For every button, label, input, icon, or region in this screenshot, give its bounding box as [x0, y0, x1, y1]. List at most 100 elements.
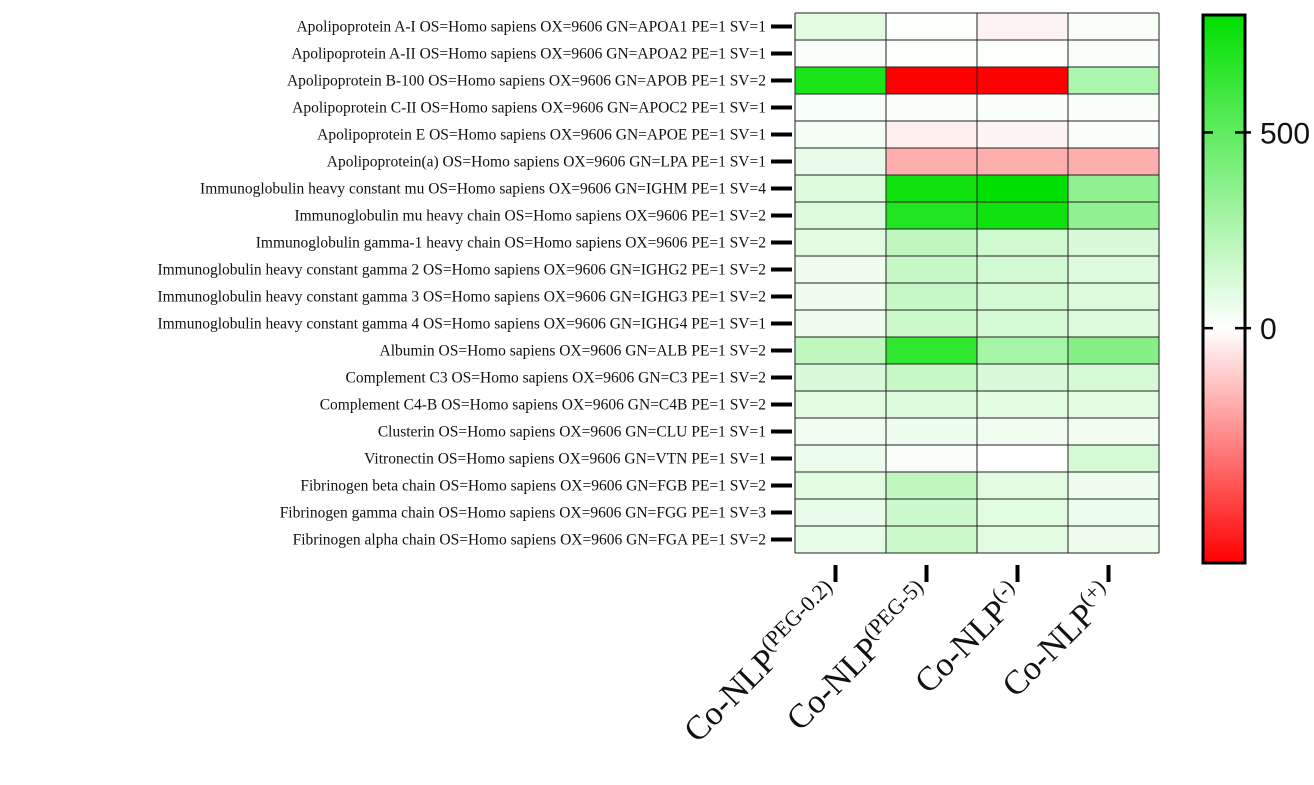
heatmap-cell-r2-c2: [977, 67, 1068, 94]
column-labels: Co-NLP(PEG-0.2)Co-NLP(PEG-5)Co-NLP(-)Co-…: [674, 574, 1110, 750]
heatmap-cell-r18-c2: [977, 499, 1068, 526]
heatmap-cell-r12-c0: [795, 337, 886, 364]
heatmap-cell-r15-c1: [886, 418, 977, 445]
heatmap-cell-r1-c1: [886, 40, 977, 67]
heatmap-cell-r12-c1: [886, 337, 977, 364]
heatmap-cell-r3-c0: [795, 94, 886, 121]
row-ticks: [771, 24, 792, 542]
heatmap-cell-r16-c0: [795, 445, 886, 472]
heatmap-cell-r3-c2: [977, 94, 1068, 121]
colorbar-gradient: [1201, 13, 1247, 565]
row-label: Apolipoprotein A-II OS=Homo sapiens OX=9…: [291, 46, 766, 63]
heatmap-cell-r3-c1: [886, 94, 977, 121]
heatmap-cell-r14-c2: [977, 391, 1068, 418]
heatmap-cell-r15-c0: [795, 418, 886, 445]
heatmap-cell-r12-c3: [1068, 337, 1159, 364]
heatmap-cell-r11-c2: [977, 310, 1068, 337]
row-label: Immunoglobulin heavy constant mu OS=Homo…: [200, 181, 766, 198]
row-label: Complement C4-B OS=Homo sapiens OX=9606 …: [320, 397, 766, 414]
heatmap-cell-r18-c0: [795, 499, 886, 526]
heatmap-cell-r9-c1: [886, 256, 977, 283]
heatmap-cell-r10-c3: [1068, 283, 1159, 310]
heatmap-cell-r10-c0: [795, 283, 886, 310]
heatmap-cell-r6-c3: [1068, 175, 1159, 202]
heatmap-cell-r8-c3: [1068, 229, 1159, 256]
heatmap-cell-r4-c2: [977, 121, 1068, 148]
heatmap-cell-r9-c2: [977, 256, 1068, 283]
heatmap-cell-r0-c2: [977, 13, 1068, 40]
colorbar-tick-label: 0: [1260, 313, 1277, 346]
heatmap-cell-r8-c0: [795, 229, 886, 256]
heatmap-cell-r9-c3: [1068, 256, 1159, 283]
heatmap-cell-r1-c2: [977, 40, 1068, 67]
heatmap-cell-r10-c1: [886, 283, 977, 310]
row-label: Clusterin OS=Homo sapiens OX=9606 GN=CLU…: [378, 424, 766, 441]
row-label: Immunoglobulin gamma-1 heavy chain OS=Ho…: [256, 235, 766, 252]
row-label: Immunoglobulin heavy constant gamma 3 OS…: [157, 289, 766, 306]
heatmap-cell-r7-c3: [1068, 202, 1159, 229]
row-label: Fibrinogen alpha chain OS=Homo sapiens O…: [293, 532, 766, 549]
heatmap-cell-r3-c3: [1068, 94, 1159, 121]
heatmap-cell-r17-c3: [1068, 472, 1159, 499]
heatmap-cell-r14-c0: [795, 391, 886, 418]
heatmap-grid: [794, 12, 1160, 554]
heatmap-cell-r5-c1: [886, 148, 977, 175]
heatmap-cell-r0-c0: [795, 13, 886, 40]
heatmap-cell-r7-c2: [977, 202, 1068, 229]
heatmap-cell-r2-c3: [1068, 67, 1159, 94]
heatmap-cell-r4-c3: [1068, 121, 1159, 148]
heatmap-cell-r5-c0: [795, 148, 886, 175]
row-label: Immunoglobulin heavy constant gamma 4 OS…: [157, 316, 766, 333]
heatmap-cell-r17-c2: [977, 472, 1068, 499]
row-label: Immunoglobulin heavy constant gamma 2 OS…: [157, 262, 766, 279]
heatmap-cell-r13-c2: [977, 364, 1068, 391]
row-label: Complement C3 OS=Homo sapiens OX=9606 GN…: [346, 370, 766, 387]
heatmap-cell-r11-c0: [795, 310, 886, 337]
row-label: Albumin OS=Homo sapiens OX=9606 GN=ALB P…: [380, 343, 766, 360]
heatmap-cell-r16-c1: [886, 445, 977, 472]
heatmap-cell-r14-c1: [886, 391, 977, 418]
heatmap-cell-r11-c1: [886, 310, 977, 337]
heatmap-cell-r14-c3: [1068, 391, 1159, 418]
heatmap-cell-r1-c3: [1068, 40, 1159, 67]
heatmap-cell-r9-c0: [795, 256, 886, 283]
heatmap-cell-r18-c3: [1068, 499, 1159, 526]
heatmap-cell-r19-c1: [886, 526, 977, 553]
colorbar: 0 500: [1201, 13, 1310, 565]
heatmap-cell-r15-c2: [977, 418, 1068, 445]
row-label: Fibrinogen gamma chain OS=Homo sapiens O…: [280, 505, 767, 522]
heatmap-cell-r6-c0: [795, 175, 886, 202]
heatmap-cell-r0-c1: [886, 13, 977, 40]
row-label: Immunoglobulin mu heavy chain OS=Homo sa…: [294, 208, 766, 225]
row-labels: Apolipoprotein A-I OS=Homo sapiens OX=96…: [157, 19, 766, 549]
row-label: Apolipoprotein E OS=Homo sapiens OX=9606…: [317, 127, 766, 144]
heatmap-cell-r15-c3: [1068, 418, 1159, 445]
heatmap-cell-r7-c1: [886, 202, 977, 229]
heatmap-cell-r18-c1: [886, 499, 977, 526]
row-label: Fibrinogen beta chain OS=Homo sapiens OX…: [300, 478, 766, 495]
heatmap-cell-r2-c0: [795, 67, 886, 94]
colorbar-tick-label: 500: [1260, 117, 1310, 150]
heatmap-cell-r4-c0: [795, 121, 886, 148]
row-label: Apolipoprotein(a) OS=Homo sapiens OX=960…: [327, 154, 766, 171]
heatmap-cell-r13-c0: [795, 364, 886, 391]
column-ticks: [833, 565, 1111, 582]
heatmap-cell-r19-c3: [1068, 526, 1159, 553]
heatmap-cell-r2-c1: [886, 67, 977, 94]
heatmap-cell-r19-c2: [977, 526, 1068, 553]
heatmap-cell-r17-c1: [886, 472, 977, 499]
heatmap-cell-r5-c2: [977, 148, 1068, 175]
heatmap-cell-r17-c0: [795, 472, 886, 499]
heatmap-cell-r10-c2: [977, 283, 1068, 310]
heatmap-cell-r7-c0: [795, 202, 886, 229]
heatmap-cell-r8-c2: [977, 229, 1068, 256]
row-label: Apolipoprotein A-I OS=Homo sapiens OX=96…: [296, 19, 766, 36]
heatmap-cell-r16-c2: [977, 445, 1068, 472]
heatmap-cell-r5-c3: [1068, 148, 1159, 175]
heatmap-cell-r12-c2: [977, 337, 1068, 364]
row-label: Vitronectin OS=Homo sapiens OX=9606 GN=V…: [364, 451, 766, 468]
row-label: Apolipoprotein B-100 OS=Homo sapiens OX=…: [287, 73, 766, 90]
heatmap-cell-r16-c3: [1068, 445, 1159, 472]
heatmap-cell-r19-c0: [795, 526, 886, 553]
column-label: Co-NLP(PEG-0.2): [674, 574, 850, 750]
